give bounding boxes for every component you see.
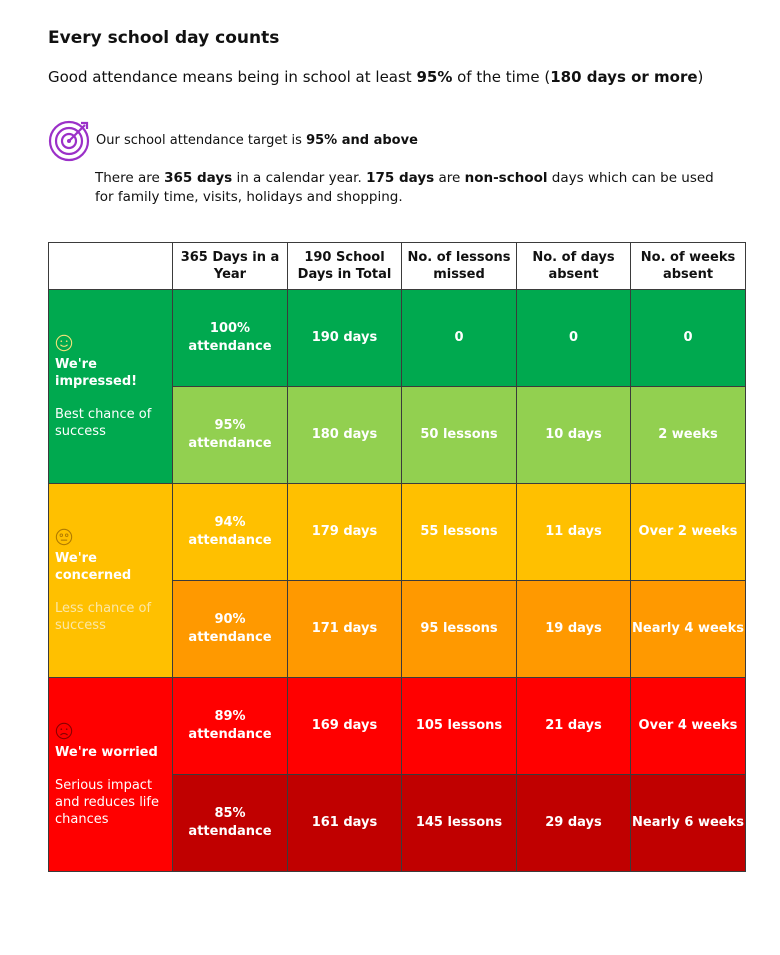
intro-pre: Good attendance means being in school at…	[48, 68, 417, 86]
cell-weeks: Nearly 6 weeks	[630, 774, 746, 872]
cell-attendance: 95% attendance	[172, 386, 288, 484]
table-row: We're worried Serious impact and reduces…	[48, 677, 746, 872]
days-info: There are 365 days in a calendar year. 1…	[95, 169, 735, 207]
header-blank	[48, 242, 173, 290]
sad-face-icon	[55, 722, 73, 739]
cell-attendance: 90% attendance	[172, 580, 288, 678]
neutral-face-icon	[55, 528, 73, 545]
cell-weeks: Nearly 4 weeks	[630, 580, 746, 678]
page-title: Every school day counts	[48, 28, 280, 48]
target-text: Our school attendance target is 95% and …	[96, 133, 418, 148]
target-bold: 95% and above	[306, 132, 418, 148]
happy-face-icon	[55, 334, 73, 351]
table-row: We're concerned Less chance of success 9…	[48, 483, 746, 678]
table-row: 90% attendance 171 days 95 lessons 19 da…	[49, 580, 746, 678]
target-row: Our school attendance target is 95% and …	[48, 118, 418, 162]
days-info-p4: days which can be used for family time, …	[95, 170, 714, 205]
band-heading: We're worried	[55, 744, 158, 760]
band-heading: We're concerned	[55, 550, 132, 583]
cell-weeks: Over 2 weeks	[630, 483, 746, 581]
intro-pct: 95%	[416, 68, 453, 86]
cell-days: 180 days	[287, 386, 402, 484]
band-subtext: Best chance of success	[55, 406, 152, 439]
cell-lessons: 105 lessons	[401, 677, 517, 775]
cell-absent: 21 days	[516, 677, 631, 775]
days-info-p3: are	[434, 170, 465, 186]
cell-attendance: 94% attendance	[172, 483, 288, 581]
cell-absent: 0	[516, 289, 631, 387]
header-365-days: 365 Days in a Year	[172, 242, 288, 290]
days-info-p1: There are	[95, 170, 165, 186]
days-info-b3: non-school	[464, 170, 548, 186]
cell-lessons: 145 lessons	[401, 774, 517, 872]
band-concerned: We're concerned Less chance of success	[48, 483, 173, 678]
table-header-row: 365 Days in a Year 190 School Days in To…	[48, 242, 746, 290]
cell-attendance: 89% attendance	[172, 677, 288, 775]
cell-weeks: Over 4 weeks	[630, 677, 746, 775]
cell-absent: 11 days	[516, 483, 631, 581]
intro-days: 180 days or more	[550, 68, 698, 86]
cell-absent: 19 days	[516, 580, 631, 678]
days-info-p2: in a calendar year.	[232, 170, 367, 186]
cell-lessons: 50 lessons	[401, 386, 517, 484]
attendance-table: 365 Days in a Year 190 School Days in To…	[48, 242, 746, 872]
band-impressed: We're impressed! Best chance of success	[48, 289, 173, 484]
header-lessons-missed: No. of lessons missed	[401, 242, 517, 290]
target-pre: Our school attendance target is	[96, 132, 307, 148]
band-heading: We're impressed!	[55, 356, 138, 389]
table-row: We're impressed! Best chance of success …	[48, 289, 746, 484]
intro-text: Good attendance means being in school at…	[48, 68, 703, 86]
header-days-absent: No. of days absent	[516, 242, 631, 290]
cell-weeks: 2 weeks	[630, 386, 746, 484]
cell-weeks: 0	[630, 289, 746, 387]
cell-absent: 29 days	[516, 774, 631, 872]
cell-attendance: 100% attendance	[172, 289, 288, 387]
intro-mid: of the time (	[452, 68, 551, 86]
target-icon	[48, 120, 90, 162]
cell-days: 161 days	[287, 774, 402, 872]
days-info-b2: 175 days	[366, 170, 435, 186]
cell-days: 171 days	[287, 580, 402, 678]
header-190-days: 190 School Days in Total	[287, 242, 402, 290]
table-row: 85% attendance 161 days 145 lessons 29 d…	[49, 774, 746, 872]
cell-days: 169 days	[287, 677, 402, 775]
table-row: 95% attendance 180 days 50 lessons 10 da…	[49, 386, 746, 484]
cell-attendance: 85% attendance	[172, 774, 288, 872]
band-worried: We're worried Serious impact and reduces…	[48, 677, 173, 872]
cell-lessons: 95 lessons	[401, 580, 517, 678]
header-weeks-absent: No. of weeks absent	[630, 242, 746, 290]
intro-post: )	[697, 68, 704, 86]
band-subtext: Serious impact and reduces life chances	[55, 777, 159, 827]
cell-days: 190 days	[287, 289, 402, 387]
days-info-b1: 365 days	[164, 170, 233, 186]
cell-lessons: 0	[401, 289, 517, 387]
cell-days: 179 days	[287, 483, 402, 581]
cell-lessons: 55 lessons	[401, 483, 517, 581]
cell-absent: 10 days	[516, 386, 631, 484]
band-subtext: Less chance of success	[55, 600, 152, 633]
